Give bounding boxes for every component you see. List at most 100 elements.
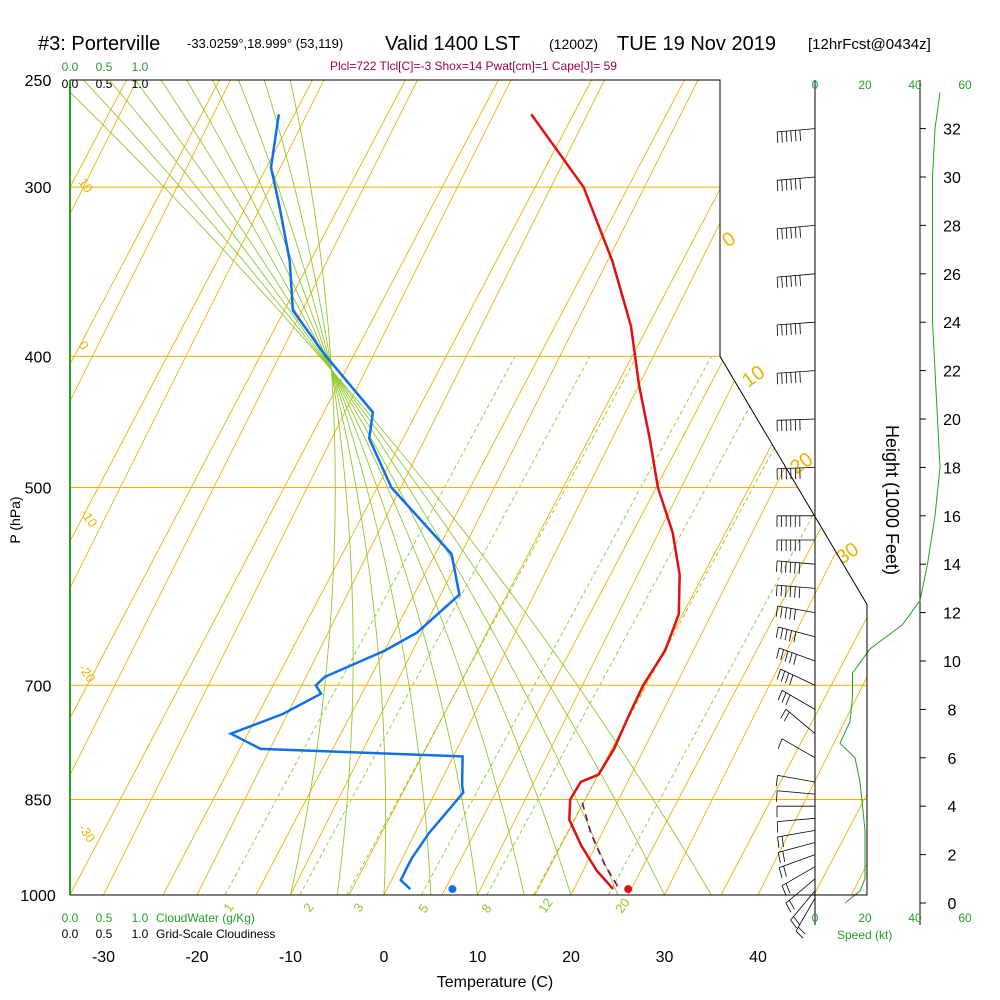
cloudwater-top-tick: 0.0 <box>62 60 79 74</box>
wind-barb-flag <box>777 836 780 848</box>
wind-barb-flag <box>784 651 789 662</box>
wind-barb-flag <box>794 130 797 142</box>
wind-barb-flag <box>782 851 786 862</box>
dry-adiabat-line <box>70 80 531 895</box>
wind-barb-flag <box>780 649 784 661</box>
wind-barb-flag <box>793 609 796 621</box>
temperature-trace <box>530 113 681 890</box>
cloudiness-bottom-tick: 1.0 <box>132 927 149 941</box>
wind-barb-flag <box>794 371 797 383</box>
wind-barb-flag <box>785 694 791 706</box>
wind-barb <box>775 605 816 621</box>
dry-adiabat-line <box>70 80 252 895</box>
temperature-tick-label: 40 <box>749 949 767 966</box>
wind-barb-flag <box>781 692 787 703</box>
cloudwater-bottom-tick: 1.0 <box>132 911 149 925</box>
mixing-ratio-line <box>533 356 824 895</box>
valid-date: TUE 19 Nov 2019 <box>617 33 776 55</box>
wind-barb-flag <box>776 669 781 680</box>
wind-barb <box>776 647 816 665</box>
wind-barb <box>777 738 816 759</box>
valid-zulu: (1200Z) <box>549 36 598 52</box>
wind-barb-flag <box>799 178 801 190</box>
wind-barb-flag <box>789 562 792 574</box>
dry-adiabat-line <box>0 20 65 895</box>
moist-adiabat-line <box>108 80 619 895</box>
wind-barb <box>781 866 816 896</box>
cloudiness-top-tick: 0.5 <box>96 77 113 91</box>
x-axis-title: Temperature (C) <box>437 974 553 991</box>
wind-barb <box>780 708 816 734</box>
wind-barb-flag <box>781 885 787 896</box>
cloudwater-bottom-tick: 0.0 <box>62 911 79 925</box>
cloudwater-label: CloudWater (g/Kg) <box>156 911 255 925</box>
dry-adiabat-label: -10 <box>78 506 101 530</box>
wind-barb-flag <box>781 228 783 240</box>
mixing-ratio-label: 3 <box>350 900 366 915</box>
wind-barb-flag <box>784 629 788 641</box>
mixing-ratio-line <box>608 356 867 895</box>
dry-adiabat-label: 10 <box>76 175 97 195</box>
valid-time: Valid 1400 LST <box>385 33 520 55</box>
dry-adiabat-line <box>441 80 867 895</box>
wind-barb-flag <box>785 276 788 288</box>
wind-barb <box>777 830 816 848</box>
wind-barb <box>776 805 815 818</box>
wind-barb-staff <box>780 668 816 686</box>
wind-barb-staff <box>779 854 816 868</box>
dry-adiabat-line <box>70 80 159 895</box>
height-tick-label: 0 <box>948 896 957 913</box>
wind-barb-flag <box>785 227 788 239</box>
dry-adiabat-label: -20 <box>76 661 99 685</box>
speed-tick-top: 20 <box>858 78 872 92</box>
wind-barb <box>776 225 816 240</box>
moist-adiabat-line <box>160 80 525 895</box>
wind-panel: 0020204040606002468101214161820222426283… <box>775 78 972 939</box>
isotherm-line <box>757 80 867 895</box>
pressure-tick-label: 300 <box>25 180 52 197</box>
height-tick-label: 10 <box>943 654 961 671</box>
wind-barb-staff <box>790 890 816 921</box>
wind-barb-flag <box>799 323 801 335</box>
wind-barb-staff <box>795 897 816 932</box>
wind-barb-staff <box>777 775 816 783</box>
wind-barb <box>776 817 816 833</box>
wind-barb-flag <box>785 324 788 336</box>
dry-adiabat-line <box>720 80 867 895</box>
height-tick-label: 2 <box>948 848 957 865</box>
speed-tick-top: 60 <box>958 78 972 92</box>
height-tick-label: 20 <box>943 412 961 429</box>
wind-barb-staff <box>777 418 816 421</box>
height-tick-label: 24 <box>943 315 961 332</box>
mixing-ratio-label: 20 <box>612 895 633 915</box>
wind-barb-staff <box>785 708 816 734</box>
wind-barb-flag <box>780 561 783 573</box>
dry-adiabat-label: -30 <box>76 821 99 845</box>
wind-barb-flag <box>798 587 801 599</box>
pressure-tick-label: 700 <box>25 678 52 695</box>
height-tick-label: 30 <box>943 170 961 187</box>
wind-barb <box>790 890 816 929</box>
cloudiness-bottom-tick: 0.0 <box>62 927 79 941</box>
wind-barb-staff <box>777 176 816 181</box>
wind-barb-flag <box>785 131 788 143</box>
station-coords: -33.0259°,18.999° (53,119) <box>187 36 343 51</box>
speed-tick-bottom: 0 <box>812 911 819 925</box>
temperature-tick-label: 10 <box>469 949 487 966</box>
wind-barb-flag <box>793 631 797 643</box>
moist-adiabat-line <box>83 80 665 895</box>
wind-barb-flag <box>789 674 794 686</box>
wind-barb-staff <box>781 738 816 759</box>
wind-barb-flag <box>785 585 787 597</box>
wind-barb-flag <box>790 275 792 287</box>
moist-adiabat-line <box>70 80 712 895</box>
wind-barb-staff <box>778 626 816 638</box>
wind-barb <box>795 897 816 939</box>
wind-barb <box>776 560 816 574</box>
wind-barb-staff <box>785 878 816 904</box>
moist-adiabat-line <box>212 80 432 895</box>
pressure-tick-label: 1000 <box>20 888 56 905</box>
wind-barb <box>776 515 815 527</box>
height-tick-label: 18 <box>943 460 961 477</box>
sounding-traces <box>227 113 681 894</box>
